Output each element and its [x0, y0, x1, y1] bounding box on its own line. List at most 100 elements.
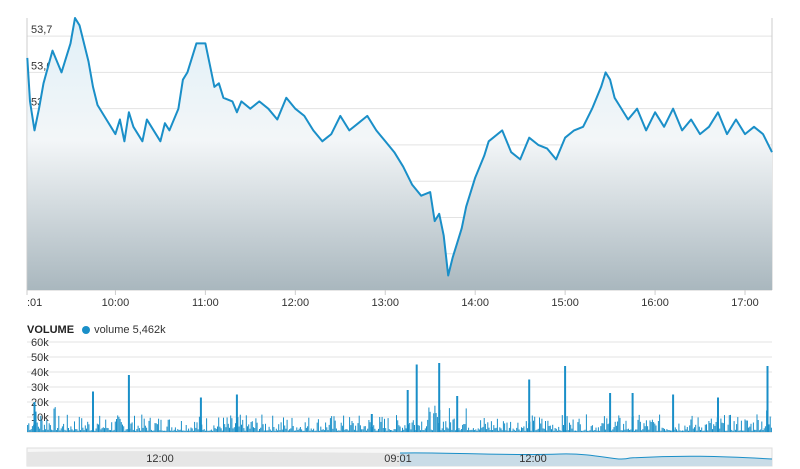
volume-bar: [155, 423, 157, 432]
volume-bar: [68, 428, 69, 432]
volume-bar: [668, 430, 670, 432]
volume-bar: [307, 426, 309, 432]
volume-bar: [40, 415, 42, 432]
volume-bar: [629, 430, 631, 432]
volume-bar: [198, 416, 200, 432]
volume-bar: [396, 415, 397, 432]
volume-bar: [134, 415, 135, 432]
legend-dot-icon: [82, 326, 91, 334]
volume-bar: [138, 428, 140, 432]
volume-bar: [506, 422, 508, 432]
volume-bar: [54, 407, 56, 432]
volume-spike-bar: [564, 366, 567, 432]
volume-bar: [353, 429, 355, 432]
volume-bar: [554, 428, 556, 432]
volume-bar: [260, 427, 262, 432]
volume-bar: [695, 424, 697, 432]
volume-bar: [217, 426, 218, 432]
volume-bar: [275, 428, 277, 432]
volume-spike-bar: [438, 363, 441, 432]
volume-bar: [494, 428, 496, 432]
volume-bar: [548, 426, 550, 432]
volume-bar: [434, 405, 436, 432]
volume-bar: [178, 430, 180, 432]
volume-bar: [369, 422, 371, 432]
volume-bar: [283, 417, 284, 432]
volume-bar: [667, 430, 669, 432]
volume-bar: [661, 427, 663, 432]
volume-bar: [255, 418, 257, 432]
volume-bar: [315, 430, 317, 432]
volume-bar: [74, 421, 75, 432]
volume-bar: [611, 430, 613, 432]
volume-bar: [125, 429, 127, 432]
volume-bar: [339, 430, 341, 432]
volume-bar: [259, 429, 260, 432]
volume-bar: [756, 414, 758, 432]
volume-bar: [319, 430, 321, 432]
volume-bar: [713, 424, 715, 432]
volume-bar: [140, 430, 142, 432]
volume-bar: [286, 419, 288, 432]
volume-bar: [58, 415, 60, 432]
volume-bar: [445, 421, 447, 432]
volume-bar: [202, 429, 204, 432]
volume-bar: [488, 427, 490, 432]
volume-bar: [397, 420, 399, 432]
volume-bar: [724, 415, 725, 432]
volume-spike-bar: [33, 402, 36, 432]
volume-bar: [764, 426, 766, 432]
volume-bar: [28, 423, 30, 432]
volume-bar: [572, 419, 574, 432]
volume-bar: [659, 414, 661, 432]
volume-bar: [46, 419, 48, 432]
volume-bar: [130, 423, 132, 432]
volume-bar: [740, 420, 742, 432]
volume-bar: [442, 421, 444, 432]
volume-bar: [223, 417, 224, 432]
volume-bar: [736, 424, 738, 432]
volume-bar: [183, 430, 185, 432]
volume-bar: [39, 428, 41, 432]
volume-bar: [135, 430, 137, 432]
price-chart[interactable]: 53,053,153,253,353,453,553,653,7:0110:00…: [0, 0, 800, 320]
volume-bar: [644, 426, 646, 432]
volume-bar: [301, 429, 303, 432]
price-x-tick: 13:00: [371, 297, 399, 309]
volume-bar: [350, 425, 352, 432]
volume-bar: [331, 416, 333, 432]
volume-bar: [728, 415, 730, 432]
volume-bar: [712, 429, 713, 432]
volume-bar: [289, 429, 291, 432]
volume-bar: [345, 429, 347, 432]
volume-bar: [221, 430, 223, 432]
volume-bar: [380, 421, 382, 432]
volume-bar: [589, 430, 591, 432]
price-y-tick: 53,7: [31, 24, 52, 36]
volume-bar: [119, 418, 121, 432]
volume-bar: [541, 418, 543, 432]
volume-bar: [653, 422, 655, 432]
volume-bar: [305, 427, 307, 432]
volume-bar: [770, 427, 772, 432]
volume-bar: [507, 430, 509, 432]
navigator[interactable]: 12:00 09:01 12:00: [0, 444, 800, 469]
volume-bar: [476, 430, 478, 432]
volume-bar: [219, 426, 221, 432]
volume-bar: [104, 428, 105, 432]
volume-bar: [63, 423, 65, 432]
volume-legend-item[interactable]: volume 5,462k: [82, 324, 166, 336]
volume-bar: [267, 430, 269, 432]
volume-bar: [86, 428, 87, 432]
volume-bar: [617, 421, 619, 432]
volume-bar: [367, 428, 369, 432]
volume-bar: [280, 422, 282, 432]
volume-bar: [418, 425, 420, 432]
volume-bar: [322, 429, 324, 432]
volume-spike-bar: [235, 394, 238, 432]
volume-bar: [357, 423, 359, 432]
volume-bar: [72, 430, 74, 432]
volume-bar: [643, 423, 645, 432]
volume-bar: [387, 418, 389, 432]
